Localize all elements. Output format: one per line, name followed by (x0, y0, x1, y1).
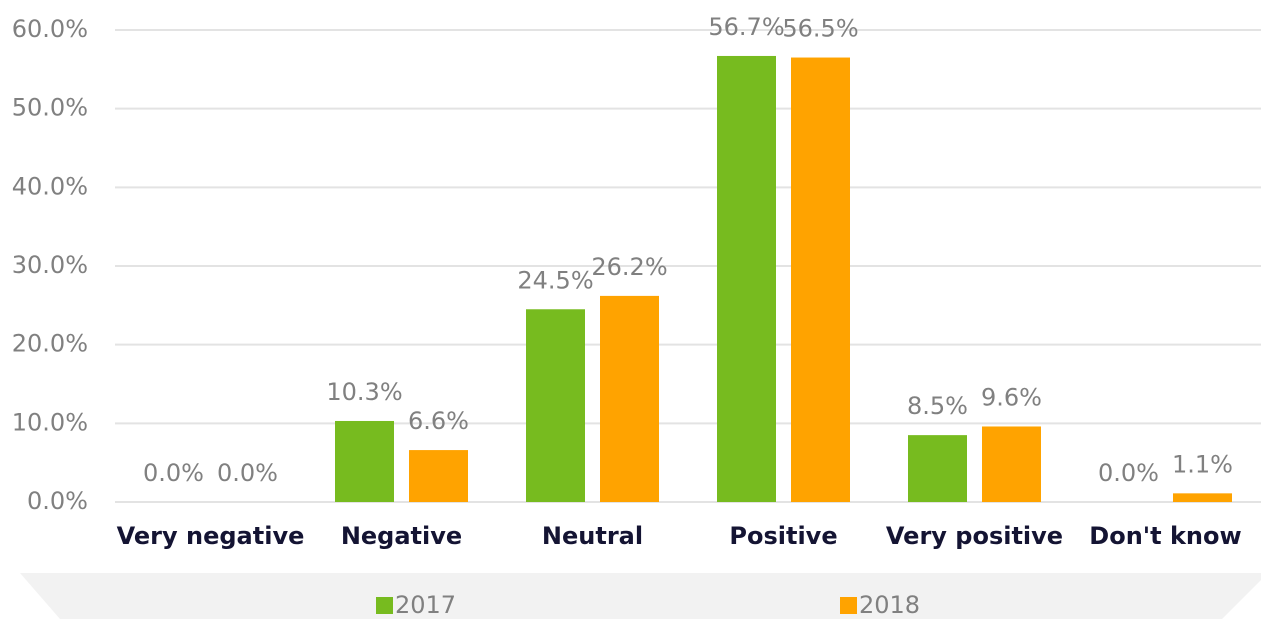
legend-swatch (840, 597, 857, 614)
bar (1173, 493, 1232, 502)
value-label: 8.5% (907, 392, 968, 420)
y-tick-label: 20.0% (12, 330, 88, 358)
value-label: 0.0% (143, 459, 204, 487)
y-tick-label: 40.0% (12, 172, 88, 200)
legend-background (20, 573, 1261, 619)
value-label: 0.0% (217, 459, 278, 487)
value-label: 10.3% (326, 378, 402, 406)
value-label: 0.0% (1098, 459, 1159, 487)
bar (526, 309, 585, 502)
x-tick-label: Negative (341, 522, 462, 550)
y-tick-label: 10.0% (12, 408, 88, 436)
value-label: 26.2% (591, 253, 667, 281)
legend-label: 2018 (859, 591, 920, 619)
bar (982, 426, 1041, 502)
bar (717, 55, 776, 503)
x-tick-label: Very negative (117, 522, 305, 550)
y-tick-label: 50.0% (12, 94, 88, 122)
y-tick-label: 30.0% (12, 251, 88, 279)
x-tick-label: Positive (729, 522, 837, 550)
value-label: 24.5% (517, 266, 593, 294)
value-label: 56.7% (708, 13, 784, 41)
x-tick-label: Neutral (542, 522, 643, 550)
value-label: 1.1% (1172, 450, 1233, 478)
legend-label: 2017 (395, 591, 456, 619)
x-tick-label: Don't know (1089, 522, 1241, 550)
bar (791, 57, 850, 503)
bar (409, 450, 468, 502)
value-label: 6.6% (408, 407, 469, 435)
value-label: 9.6% (981, 383, 1042, 411)
bar (908, 435, 967, 502)
bar (600, 295, 659, 502)
x-tick-label: Very positive (886, 522, 1063, 550)
bar (335, 420, 394, 502)
y-tick-label: 60.0% (12, 15, 88, 43)
y-tick-label: 0.0% (27, 487, 88, 515)
value-label: 56.5% (782, 15, 858, 43)
legend-swatch (376, 597, 393, 614)
